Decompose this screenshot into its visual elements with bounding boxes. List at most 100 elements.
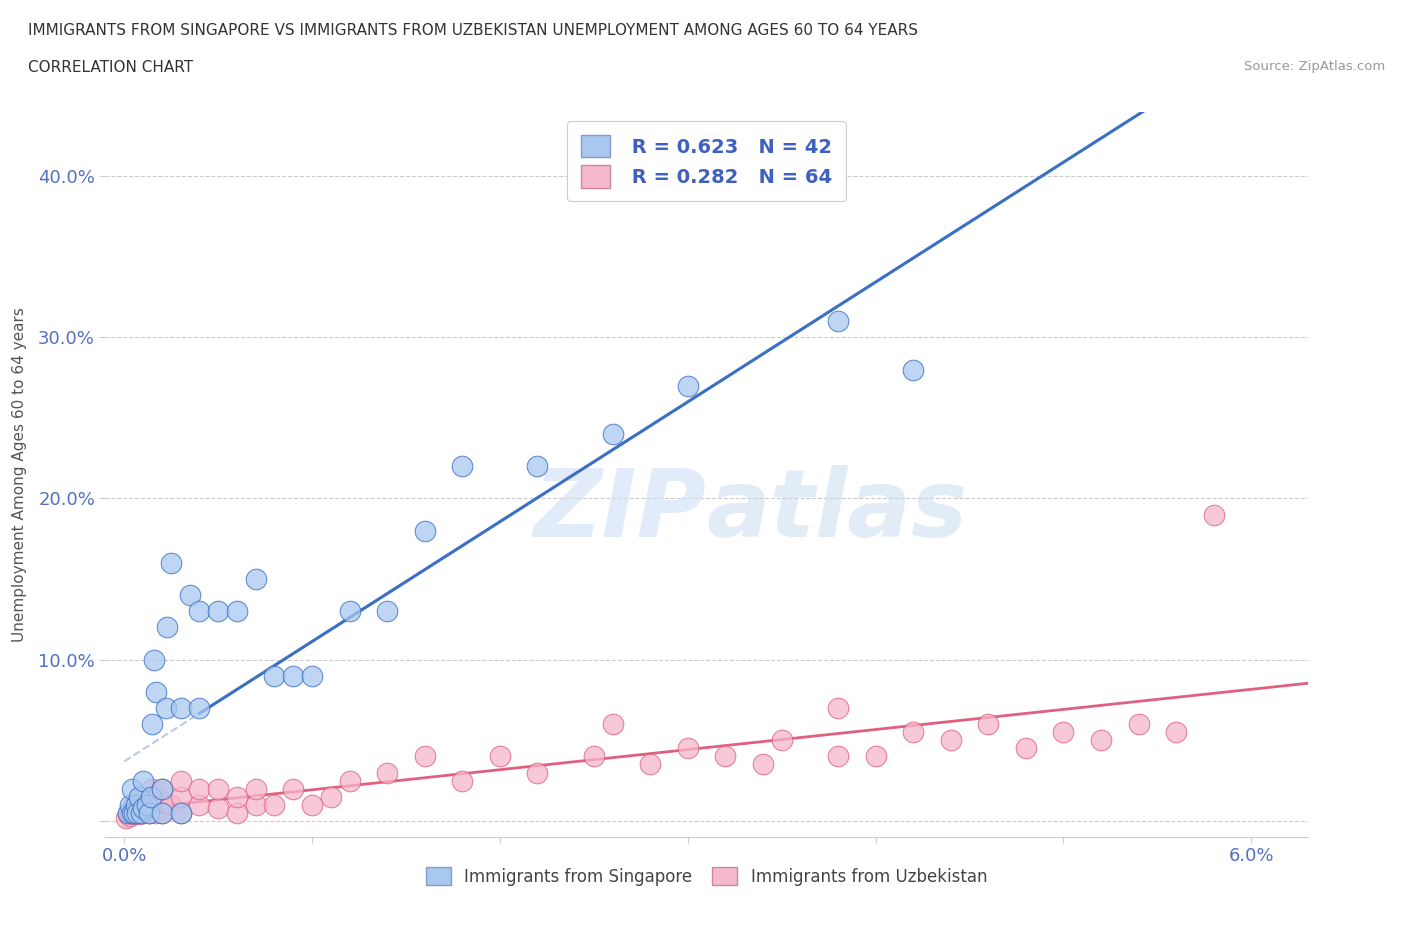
Point	[827, 313, 849, 328]
Point	[135, 797, 157, 812]
Text: Source: ZipAtlas.com: Source: ZipAtlas.com	[1244, 60, 1385, 73]
Point	[939, 733, 962, 748]
Point	[226, 805, 249, 820]
Point	[139, 790, 162, 804]
Point	[160, 555, 183, 570]
Point	[128, 790, 150, 804]
Point	[179, 588, 201, 603]
Point	[141, 781, 163, 796]
Point	[1052, 724, 1074, 739]
Point	[188, 700, 211, 715]
Point	[582, 749, 605, 764]
Point	[375, 765, 398, 780]
Point	[169, 700, 191, 715]
Point	[1090, 733, 1112, 748]
Point	[283, 781, 305, 796]
Y-axis label: Unemployment Among Ages 60 to 64 years: Unemployment Among Ages 60 to 64 years	[13, 307, 27, 642]
Point	[115, 810, 138, 825]
Point	[489, 749, 512, 764]
Point	[602, 717, 624, 732]
Text: ZIP: ZIP	[534, 465, 707, 556]
Point	[124, 805, 146, 820]
Point	[121, 781, 143, 796]
Point	[150, 805, 173, 820]
Point	[135, 797, 157, 812]
Point	[117, 807, 139, 822]
Point	[226, 790, 249, 804]
Point	[827, 700, 849, 715]
Point	[122, 805, 145, 820]
Point	[141, 717, 163, 732]
Point	[150, 781, 173, 796]
Point	[207, 781, 229, 796]
Point	[127, 801, 149, 816]
Point	[245, 572, 267, 587]
Point	[150, 805, 173, 820]
Point	[143, 797, 166, 812]
Point	[127, 805, 149, 820]
Point	[124, 797, 146, 812]
Point	[207, 801, 229, 816]
Point	[526, 765, 548, 780]
Point	[1128, 717, 1150, 732]
Point	[451, 773, 474, 788]
Point	[121, 805, 143, 820]
Point	[770, 733, 793, 748]
Point	[752, 757, 775, 772]
Point	[245, 781, 267, 796]
Point	[865, 749, 887, 764]
Point	[169, 773, 191, 788]
Point	[134, 804, 156, 818]
Point	[138, 805, 160, 820]
Point	[122, 807, 145, 822]
Point	[122, 797, 145, 812]
Point	[143, 652, 166, 667]
Point	[132, 790, 155, 804]
Point	[1202, 507, 1225, 522]
Point	[139, 794, 162, 809]
Point	[150, 781, 173, 796]
Point	[245, 797, 267, 812]
Point	[146, 790, 169, 804]
Point	[339, 773, 361, 788]
Point	[638, 757, 661, 772]
Point	[375, 604, 398, 618]
Point	[207, 604, 229, 618]
Point	[169, 805, 191, 820]
Point	[156, 620, 179, 635]
Point	[977, 717, 1000, 732]
Text: CORRELATION CHART: CORRELATION CHART	[28, 60, 193, 75]
Point	[714, 749, 737, 764]
Point	[901, 724, 924, 739]
Text: atlas: atlas	[707, 465, 967, 556]
Point	[226, 604, 249, 618]
Point	[160, 797, 183, 812]
Point	[301, 797, 323, 812]
Text: IMMIGRANTS FROM SINGAPORE VS IMMIGRANTS FROM UZBEKISTAN UNEMPLOYMENT AMONG AGES : IMMIGRANTS FROM SINGAPORE VS IMMIGRANTS …	[28, 23, 918, 38]
Point	[169, 805, 191, 820]
Point	[526, 458, 548, 473]
Point	[676, 379, 699, 393]
Point	[901, 362, 924, 377]
Point	[117, 805, 139, 820]
Point	[132, 773, 155, 788]
Point	[413, 749, 436, 764]
Point	[188, 604, 211, 618]
Point	[339, 604, 361, 618]
Point	[145, 805, 167, 820]
Point	[188, 797, 211, 812]
Point	[413, 524, 436, 538]
Point	[301, 669, 323, 684]
Point	[155, 700, 177, 715]
Point	[676, 741, 699, 756]
Point	[129, 805, 152, 820]
Point	[827, 749, 849, 764]
Point	[1164, 724, 1187, 739]
Point	[118, 797, 141, 812]
Point	[132, 805, 155, 820]
Point	[451, 458, 474, 473]
Point	[118, 808, 141, 823]
Point	[319, 790, 342, 804]
Point	[129, 797, 152, 812]
Point	[1015, 741, 1038, 756]
